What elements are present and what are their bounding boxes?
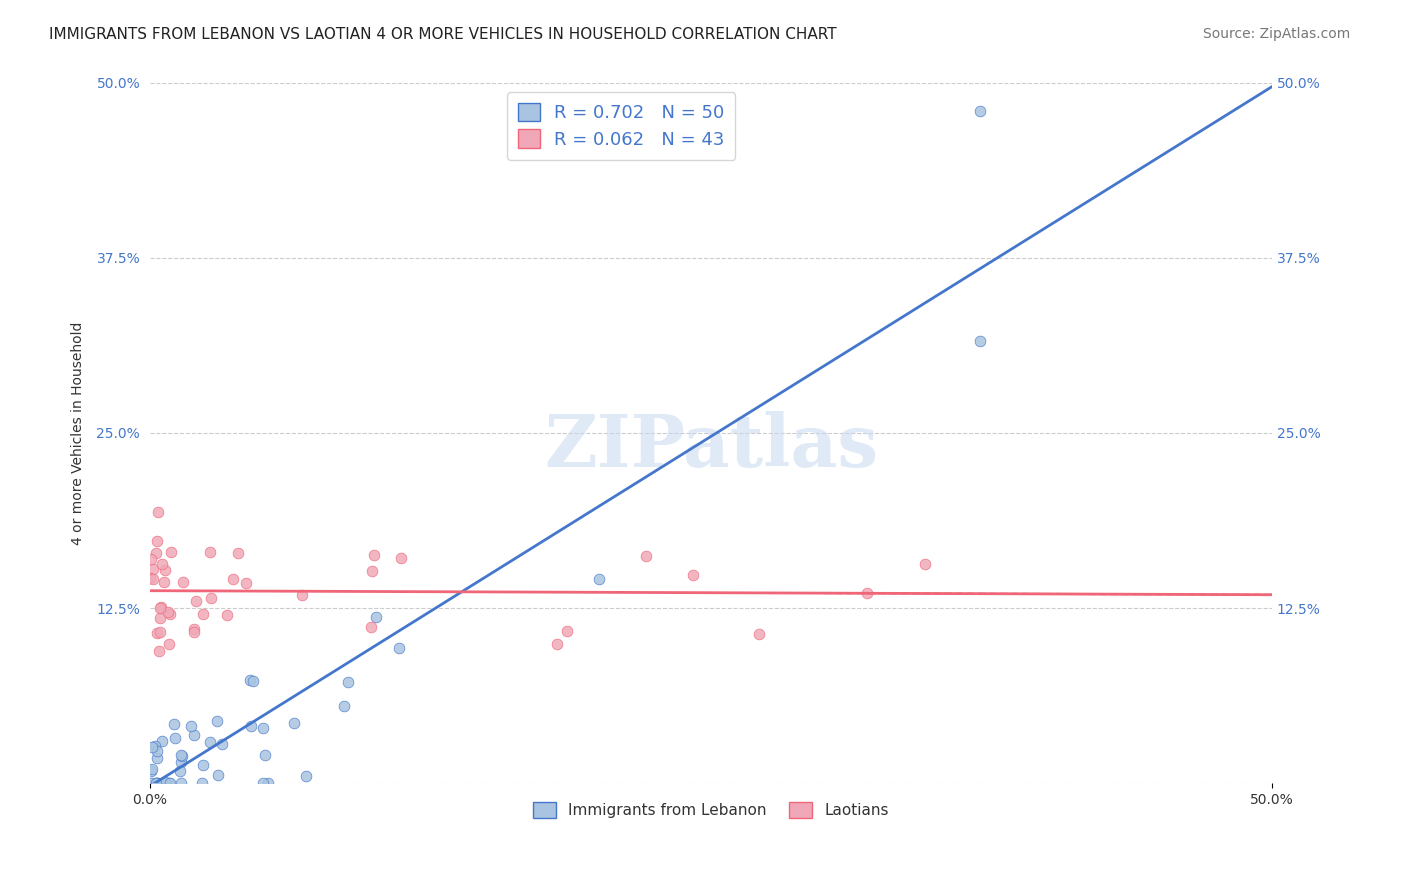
- Point: [257, 776, 280, 790]
- Point: [207, 768, 229, 782]
- Point: [332, 698, 354, 713]
- Point: [146, 534, 169, 549]
- Point: [235, 575, 257, 590]
- Point: [142, 572, 165, 586]
- Point: [242, 673, 264, 688]
- Point: [139, 764, 162, 778]
- Point: [142, 562, 165, 576]
- Point: [856, 586, 879, 600]
- Point: [149, 611, 172, 625]
- Point: [145, 776, 167, 790]
- Point: [159, 545, 181, 559]
- Point: [143, 739, 166, 754]
- Text: ZIPatlas: ZIPatlas: [544, 411, 877, 483]
- Point: [157, 637, 180, 651]
- Point: [170, 747, 193, 762]
- Point: [588, 572, 610, 586]
- Point: [180, 718, 202, 732]
- Point: [240, 719, 263, 733]
- Point: [155, 776, 177, 790]
- Text: IMMIGRANTS FROM LEBANON VS LAOTIAN 4 OR MORE VEHICLES IN HOUSEHOLD CORRELATION C: IMMIGRANTS FROM LEBANON VS LAOTIAN 4 OR …: [49, 27, 837, 42]
- Y-axis label: 4 or more Vehicles in Household: 4 or more Vehicles in Household: [72, 321, 86, 545]
- Point: [157, 776, 180, 790]
- Point: [239, 673, 262, 687]
- Point: [388, 640, 411, 655]
- Point: [198, 545, 221, 559]
- Point: [145, 626, 167, 640]
- Point: [191, 607, 214, 621]
- Point: [200, 591, 222, 606]
- Point: [169, 764, 191, 778]
- Point: [222, 573, 245, 587]
- Point: [969, 334, 991, 349]
- Point: [170, 776, 193, 790]
- Point: [363, 548, 385, 562]
- Point: [146, 776, 169, 790]
- Point: [914, 558, 936, 572]
- Point: [145, 776, 167, 790]
- Point: [546, 637, 568, 651]
- Point: [337, 675, 360, 690]
- Point: [190, 776, 212, 790]
- Point: [139, 552, 162, 566]
- Point: [145, 776, 167, 790]
- Point: [149, 625, 172, 640]
- Point: [141, 740, 163, 755]
- Point: [163, 716, 186, 731]
- Point: [150, 776, 173, 790]
- Point: [150, 558, 173, 572]
- Point: [155, 775, 177, 789]
- Point: [153, 575, 176, 590]
- Point: [283, 715, 305, 730]
- Point: [159, 607, 181, 621]
- Point: [366, 609, 388, 624]
- Point: [163, 731, 186, 745]
- Point: [145, 776, 167, 790]
- Point: [149, 601, 172, 615]
- Point: [682, 568, 704, 582]
- Point: [211, 737, 233, 751]
- Point: [153, 564, 176, 578]
- Point: [228, 546, 250, 560]
- Point: [150, 776, 173, 790]
- Point: [636, 549, 658, 563]
- Point: [141, 776, 163, 790]
- Point: [150, 734, 173, 748]
- Point: [215, 607, 238, 622]
- Point: [361, 565, 384, 579]
- Point: [389, 551, 412, 566]
- Point: [139, 571, 162, 585]
- Point: [145, 751, 167, 765]
- Point: [146, 505, 169, 519]
- Point: [291, 588, 314, 602]
- Point: [205, 714, 228, 729]
- Point: [141, 762, 163, 776]
- Point: [198, 735, 221, 749]
- Point: [150, 599, 173, 614]
- Point: [148, 644, 170, 658]
- Legend: Immigrants from Lebanon, Laotians: Immigrants from Lebanon, Laotians: [527, 797, 896, 824]
- Point: [170, 748, 193, 763]
- Point: [183, 728, 205, 742]
- Point: [145, 545, 167, 559]
- Point: [170, 755, 193, 769]
- Point: [969, 103, 991, 118]
- Point: [555, 624, 578, 639]
- Text: Source: ZipAtlas.com: Source: ZipAtlas.com: [1202, 27, 1350, 41]
- Point: [159, 776, 181, 790]
- Point: [183, 622, 205, 636]
- Point: [360, 620, 382, 634]
- Point: [183, 624, 205, 639]
- Point: [252, 722, 274, 736]
- Point: [146, 744, 169, 758]
- Point: [157, 606, 180, 620]
- Point: [252, 776, 274, 790]
- Point: [748, 627, 770, 641]
- Point: [172, 574, 194, 589]
- Point: [191, 757, 214, 772]
- Point: [253, 747, 276, 762]
- Point: [295, 769, 318, 783]
- Point: [184, 593, 207, 607]
